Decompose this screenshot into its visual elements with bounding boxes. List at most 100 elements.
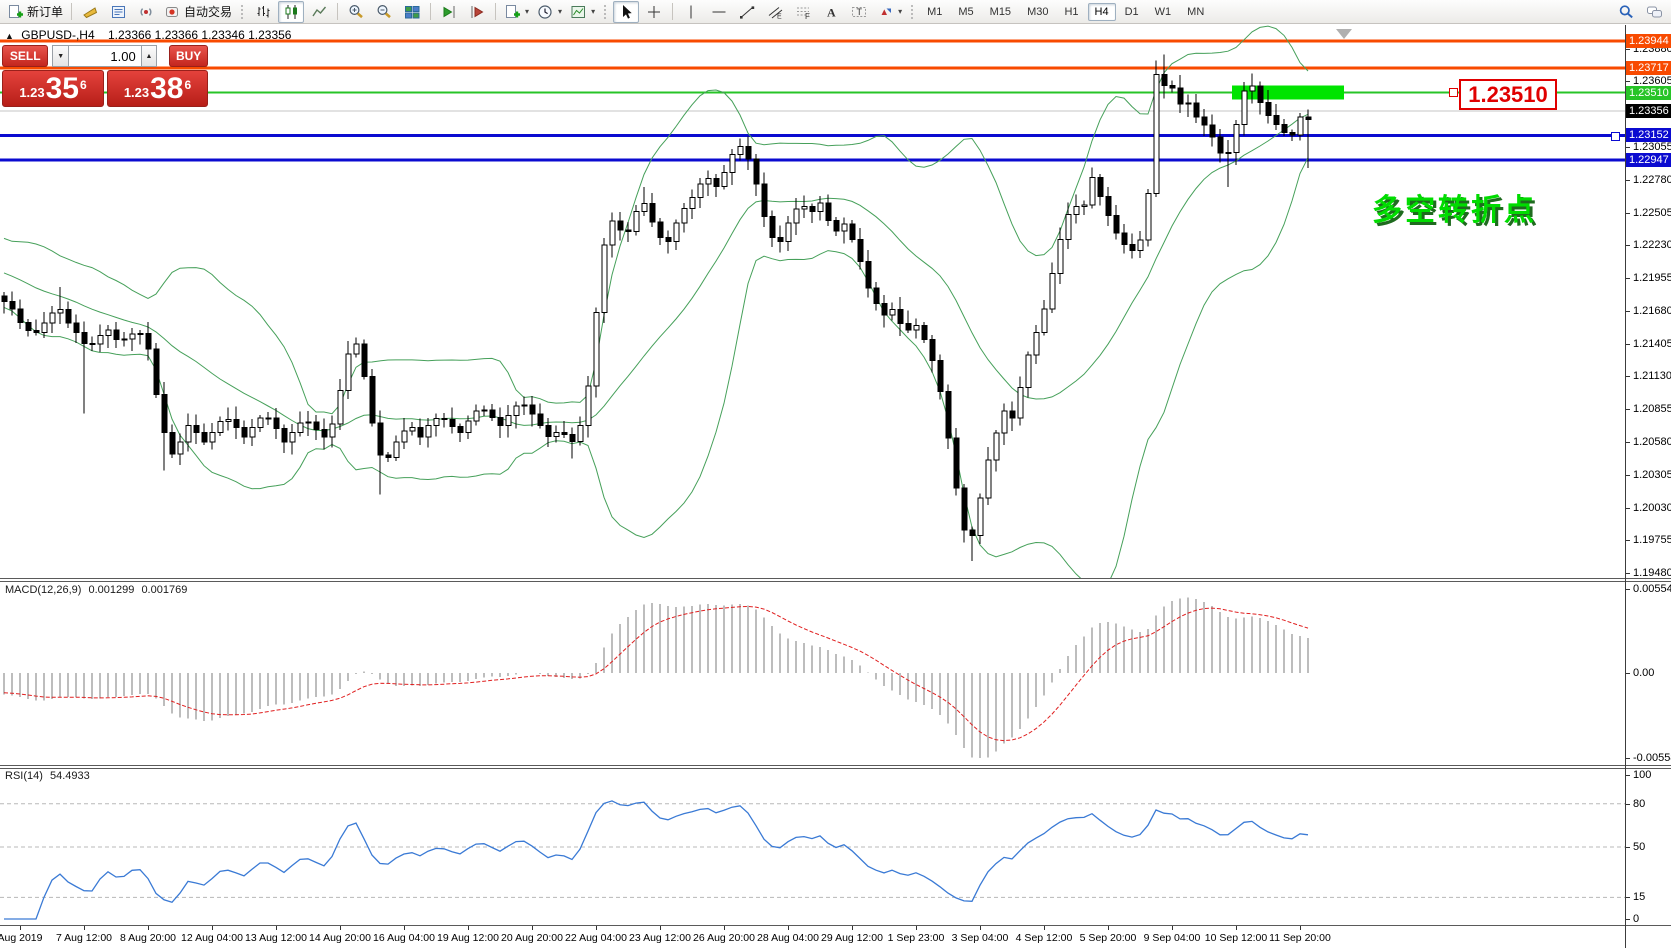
timeframe-m5[interactable]: M5: [958, 5, 974, 18]
macd-signal-value: 0.001769: [141, 584, 188, 596]
highlight-zone[interactable]: [1232, 85, 1344, 100]
blue-line-handle[interactable]: [1611, 132, 1620, 141]
timeframe-mn[interactable]: MN: [1187, 5, 1205, 18]
volume-input[interactable]: 1.00: [69, 45, 141, 67]
toolbar-grip[interactable]: [240, 2, 246, 21]
main-price-panel: [0, 25, 1625, 578]
sell-button[interactable]: SELL: [2, 45, 49, 67]
chart-shift-icon: [469, 4, 486, 20]
macd-axis-tick: -0.005583: [1625, 752, 1671, 764]
tile-windows-button[interactable]: [399, 1, 425, 23]
new-order-button[interactable]: 新订单: [4, 1, 66, 23]
main-toolbar: 新订单 自动交易 ▾ ▾ ▾ E F A T ▾ M1 M5 M15 M30 H1 H4 D1 W1 MN: [0, 0, 1671, 24]
volume-decrease-button[interactable]: ▼: [52, 45, 69, 67]
macd-label: MACD(12,26,9) 0.001299 0.001769: [5, 584, 188, 596]
price-level-label-anchor[interactable]: [1449, 88, 1458, 97]
svg-text:E: E: [777, 13, 782, 20]
buy-price-pips: 38: [150, 72, 184, 105]
chart-shift-button[interactable]: [464, 1, 490, 23]
timeframe-w1[interactable]: W1: [1154, 5, 1172, 18]
time-axis[interactable]: Aug 2019 7 Aug 12:00 8 Aug 20:00 12 Aug 04:…: [0, 926, 1625, 948]
data-window-button[interactable]: [105, 1, 131, 23]
time-label: 28 Aug 04:00: [757, 932, 819, 944]
fibonacci-button[interactable]: F: [790, 1, 816, 23]
buy-price-button[interactable]: 1.23 38 6: [107, 70, 208, 107]
price-level-label[interactable]: 1.23510: [1459, 79, 1557, 110]
time-tick: [1236, 926, 1237, 930]
new-order-button-label: 新订单: [27, 5, 64, 19]
buy-price-point: 6: [184, 78, 192, 92]
panel-separator[interactable]: [0, 578, 1671, 582]
price-tick: 1.22230: [1625, 239, 1671, 251]
channel-button[interactable]: E: [762, 1, 788, 23]
time-tick: [404, 926, 405, 930]
time-label: 20 Aug 20:00: [501, 932, 563, 944]
time-label: 3 Sep 04:00: [951, 932, 1009, 944]
time-tick: [916, 926, 917, 930]
price-axis-line: [1625, 25, 1626, 948]
macd-signal-line: [3, 605, 1309, 742]
timeframe-m1[interactable]: M1: [927, 5, 943, 18]
templates-button[interactable]: ▾: [567, 1, 598, 23]
arrows-icon: [877, 4, 894, 20]
price-tick: 1.20030: [1625, 502, 1671, 514]
candlestick-chart-button[interactable]: [278, 0, 305, 23]
toolbar-grip[interactable]: [910, 2, 916, 21]
arrows-button[interactable]: ▾: [874, 1, 905, 23]
timeframe-m15[interactable]: M15: [989, 5, 1012, 18]
price-tick: 1.20305: [1625, 469, 1671, 481]
vertical-line-button[interactable]: [678, 1, 704, 23]
signal-icon: [138, 4, 155, 20]
timeframe-h4[interactable]: H4: [1087, 2, 1116, 21]
buy-button[interactable]: BUY: [169, 45, 208, 67]
time-tick: [148, 926, 149, 930]
periods-button[interactable]: ▾: [534, 1, 565, 23]
auto-trading-button[interactable]: 自动交易: [161, 1, 235, 23]
bb-lower: [3, 157, 1309, 578]
crosshair-icon: [646, 4, 663, 20]
zoom-in-button[interactable]: [343, 1, 369, 23]
rsi-label: RSI(14) 54.4933: [5, 770, 90, 782]
macd-main-value: 0.001299: [88, 584, 135, 596]
timeframe-h1[interactable]: H1: [1064, 5, 1079, 18]
text-button[interactable]: A: [818, 1, 844, 23]
sell-price-button[interactable]: 1.23 35 6: [2, 70, 104, 107]
auto-scroll-button[interactable]: [436, 1, 462, 23]
crosshair-button[interactable]: [641, 1, 667, 23]
price-tick: 1.19755: [1625, 534, 1671, 546]
turning-point-annotation[interactable]: 多空转折点: [1372, 194, 1537, 227]
periods-button-dropdown-icon[interactable]: ▾: [558, 7, 563, 16]
trendline-button[interactable]: [734, 1, 760, 23]
time-label: 7 Aug 12:00: [55, 932, 113, 944]
chat-button[interactable]: [1641, 1, 1667, 23]
panel-separator[interactable]: [0, 765, 1671, 769]
market-watch-button[interactable]: [77, 1, 103, 23]
templates-button-dropdown-icon[interactable]: ▾: [591, 7, 596, 16]
rsi-axis-tick: 15: [1625, 891, 1671, 903]
toolbar-separator: [672, 3, 674, 20]
new-chart-button[interactable]: ▾: [501, 1, 532, 23]
chart-shift-marker[interactable]: [1336, 29, 1352, 39]
one-click-collapse-icon[interactable]: ▲: [5, 31, 14, 41]
horizontal-line-button[interactable]: [706, 1, 732, 23]
rsi-axis-tick: 0: [1625, 913, 1671, 925]
new-chart-button-dropdown-icon[interactable]: ▾: [525, 7, 530, 16]
volume-increase-button[interactable]: ▲: [140, 45, 158, 67]
arrows-button-dropdown-icon[interactable]: ▾: [898, 7, 903, 16]
timeframe-d1[interactable]: D1: [1124, 5, 1139, 18]
toolbar-grip[interactable]: [603, 2, 609, 21]
time-tick: [1044, 926, 1045, 930]
rsi-value: 54.4933: [49, 770, 90, 782]
signal-button[interactable]: [133, 1, 159, 23]
timeframe-m30[interactable]: M30: [1027, 5, 1049, 18]
bar-chart-button[interactable]: [250, 1, 276, 23]
label-button[interactable]: T: [846, 1, 872, 23]
rsi-axis-tick: 50: [1625, 841, 1671, 853]
bb-upper: [3, 25, 1309, 415]
zoom-out-button[interactable]: [371, 1, 397, 23]
search-button[interactable]: [1613, 1, 1639, 23]
line-chart-button[interactable]: [306, 1, 332, 23]
toolbar-separator: [337, 3, 339, 20]
periods-icon: [537, 4, 554, 20]
cursor-button[interactable]: [613, 0, 640, 23]
